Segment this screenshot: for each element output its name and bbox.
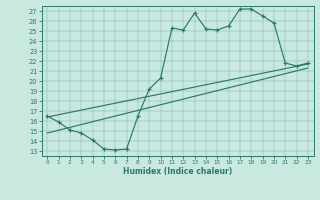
X-axis label: Humidex (Indice chaleur): Humidex (Indice chaleur) — [123, 167, 232, 176]
